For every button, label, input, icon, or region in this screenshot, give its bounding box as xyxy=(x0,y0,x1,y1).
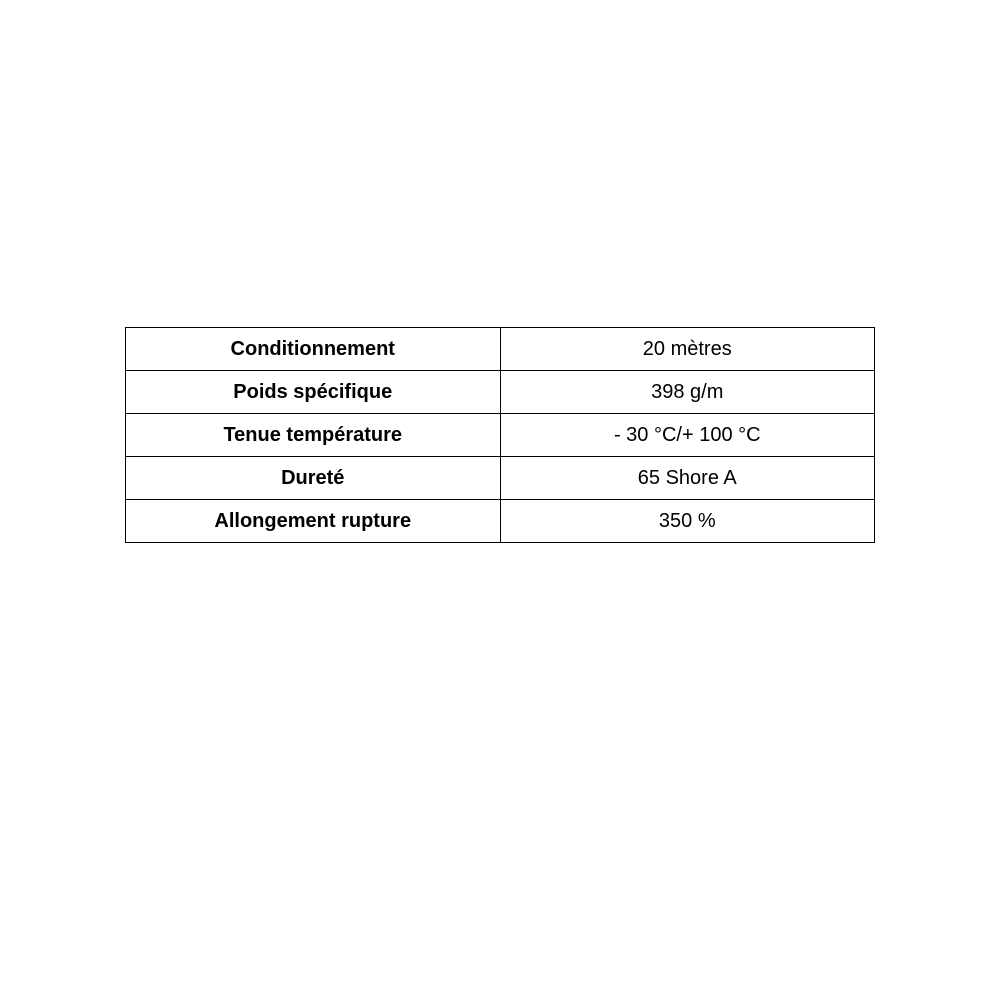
table-row: Poids spécifique 398 g/m xyxy=(126,371,875,414)
spec-label: Conditionnement xyxy=(126,328,501,371)
spec-label: Dureté xyxy=(126,457,501,500)
spec-value: 65 Shore A xyxy=(500,457,875,500)
spec-label: Tenue température xyxy=(126,414,501,457)
specs-table-container: Conditionnement 20 mètres Poids spécifiq… xyxy=(125,327,875,543)
table-row: Tenue température - 30 °C/+ 100 °C xyxy=(126,414,875,457)
specs-table: Conditionnement 20 mètres Poids spécifiq… xyxy=(125,327,875,543)
table-row: Dureté 65 Shore A xyxy=(126,457,875,500)
table-row: Conditionnement 20 mètres xyxy=(126,328,875,371)
spec-value: 350 % xyxy=(500,500,875,543)
spec-label: Poids spécifique xyxy=(126,371,501,414)
spec-value: - 30 °C/+ 100 °C xyxy=(500,414,875,457)
table-row: Allongement rupture 350 % xyxy=(126,500,875,543)
spec-label: Allongement rupture xyxy=(126,500,501,543)
spec-value: 398 g/m xyxy=(500,371,875,414)
spec-value: 20 mètres xyxy=(500,328,875,371)
